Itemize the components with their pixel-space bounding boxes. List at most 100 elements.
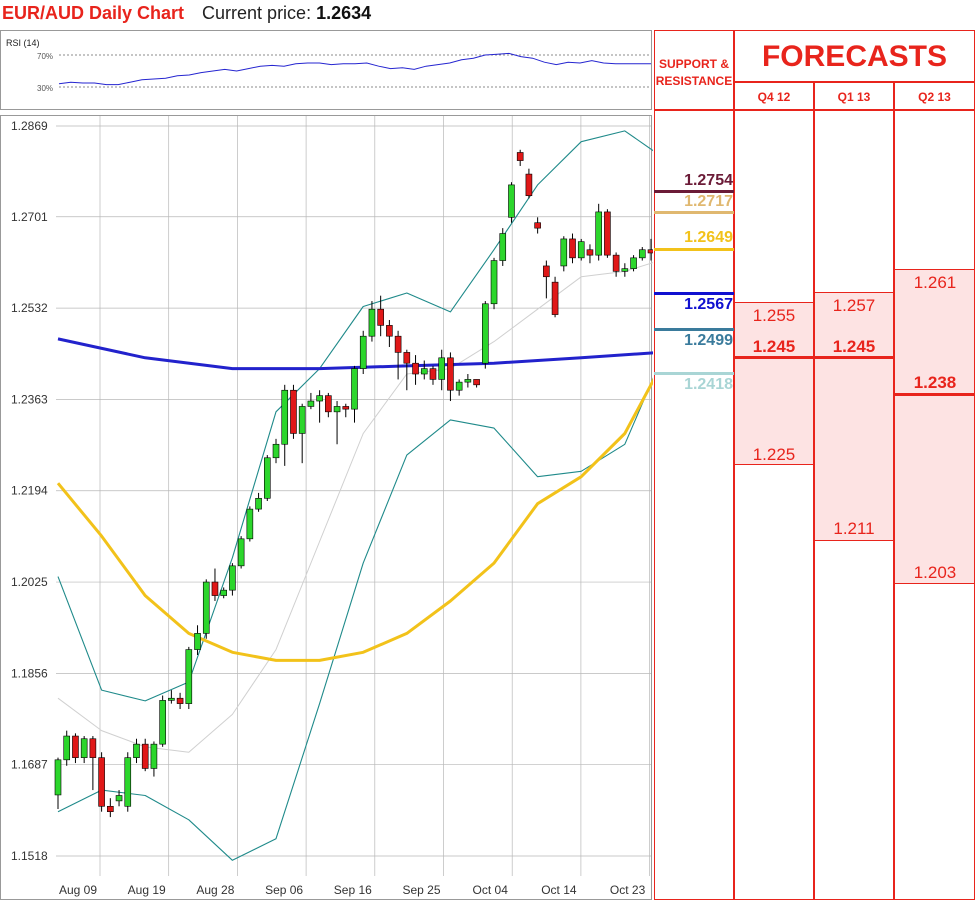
candle-body <box>560 238 568 267</box>
forecast-q2-low: 1.203 <box>913 563 957 582</box>
forecast-band-q1 <box>815 292 893 541</box>
x-tick-label: Oct 14 <box>541 883 577 897</box>
candle-body <box>98 757 105 807</box>
sr-line-1 <box>654 190 734 193</box>
support-resistance-header: SUPPORT & RESISTANCE <box>654 30 734 110</box>
candle-body <box>141 743 149 769</box>
candle-body <box>168 697 175 701</box>
y-tick-label: 1.2701 <box>11 210 48 224</box>
candle-body <box>630 257 637 269</box>
candle-body <box>386 325 393 337</box>
candle-body <box>107 805 114 812</box>
price-chart: 1.2869 1.2701 1.2532 1.2363 1.2194 1.2025 1.18… <box>0 115 662 900</box>
candle-body <box>80 738 88 758</box>
candle-body <box>229 565 236 591</box>
candle-body <box>133 743 140 758</box>
candle-body <box>237 538 245 567</box>
y-tick-label: 1.2025 <box>11 575 48 589</box>
forecast-q2-mid-line <box>895 393 974 396</box>
candle-body <box>176 697 184 704</box>
candle-body <box>124 757 132 807</box>
price-chart-svg: 1.2869 1.2701 1.2532 1.2363 1.2194 1.2025 1.18… <box>11 116 662 897</box>
forecast-q1-mid: 1.245 <box>832 337 876 356</box>
candle-body <box>185 649 193 704</box>
x-tick-label: Oct 23 <box>610 883 646 897</box>
forecast-q1-high: 1.257 <box>832 296 876 315</box>
moving-average-blue-line <box>57 337 660 371</box>
forecast-band-q4 <box>735 302 813 465</box>
candle-body <box>429 368 437 380</box>
candle-body <box>455 381 463 391</box>
candle-body <box>595 211 602 256</box>
candle-body <box>534 222 541 229</box>
candle-body <box>351 368 358 410</box>
rsi-30-label: 30% <box>37 84 53 93</box>
forecast-q2-mid: 1.238 <box>913 373 957 392</box>
candle-body <box>621 268 629 272</box>
y-tick-label: 1.2532 <box>11 301 48 315</box>
y-tick-label: 1.2363 <box>11 392 48 406</box>
candle-body <box>89 738 97 758</box>
current-price-label: Current price: <box>202 3 312 23</box>
candle-body <box>342 406 350 410</box>
candle-body <box>202 581 210 634</box>
sr-label-5: 1.2499 <box>684 332 733 349</box>
forecast-q1-mid-line <box>815 356 893 359</box>
candle-body <box>150 743 158 769</box>
candle-body <box>482 303 489 364</box>
candle-body <box>647 249 655 254</box>
rsi-panel: RSI (14) 70% 30% <box>0 30 652 110</box>
candle-body <box>63 735 71 761</box>
quarter-header-q4: Q4 12 <box>734 82 814 110</box>
candle-body <box>525 173 533 197</box>
chart-header: EUR/AUD Daily Chart Current price: 1.2634 <box>2 3 371 27</box>
candle-body <box>543 265 550 278</box>
sr-line-4 <box>654 292 734 295</box>
candle-body <box>412 362 419 375</box>
candle-body <box>115 795 123 802</box>
candle-body <box>612 254 620 272</box>
x-tick-label: Aug 19 <box>128 883 166 897</box>
sr-label-1: 1.2754 <box>684 172 733 189</box>
bollinger-upper-line <box>57 130 661 702</box>
forecast-q4-mid: 1.245 <box>752 337 796 356</box>
x-tick-label: Sep 25 <box>402 883 440 897</box>
sr-label-3: 1.2649 <box>684 229 733 246</box>
sr-line-3 <box>654 248 734 251</box>
candle-body <box>72 735 79 758</box>
candle-body <box>473 379 480 386</box>
candle-body <box>377 308 384 326</box>
candle-body <box>54 759 62 796</box>
rsi-label: RSI (14) <box>6 38 40 48</box>
x-tick-label: Sep 06 <box>265 883 303 897</box>
candle-body <box>420 368 428 375</box>
candle-body <box>638 249 646 259</box>
y-tick-label: 1.1856 <box>11 666 48 680</box>
candle-body <box>604 211 611 256</box>
bollinger-middle-line <box>57 260 660 753</box>
candle-body <box>255 497 262 510</box>
rsi-line <box>58 52 651 86</box>
candle-body <box>359 335 367 369</box>
candle-body <box>577 241 585 259</box>
candle-body <box>403 352 411 364</box>
candle-body <box>464 379 472 383</box>
quarter-header-q1: Q1 13 <box>814 82 894 110</box>
quarter-header-q2: Q2 13 <box>894 82 975 110</box>
y-tick-label: 1.2194 <box>11 484 48 498</box>
current-price: Current price: 1.2634 <box>202 3 371 23</box>
candle-body <box>551 281 559 315</box>
forecasts-title: FORECASTS <box>734 30 975 82</box>
candle-body <box>316 395 323 402</box>
candle-body <box>368 308 376 337</box>
y-tick-label: 1.1518 <box>11 849 48 863</box>
candle-body <box>586 249 594 256</box>
forecast-q4-mid-line <box>735 356 813 359</box>
x-tick-label: Oct 04 <box>473 883 509 897</box>
candle-body <box>281 389 289 445</box>
candle-body <box>438 357 446 380</box>
sr-line-6 <box>654 372 734 375</box>
sr-line-2 <box>654 211 734 214</box>
candle-body <box>307 400 315 407</box>
candle-body <box>569 238 576 259</box>
